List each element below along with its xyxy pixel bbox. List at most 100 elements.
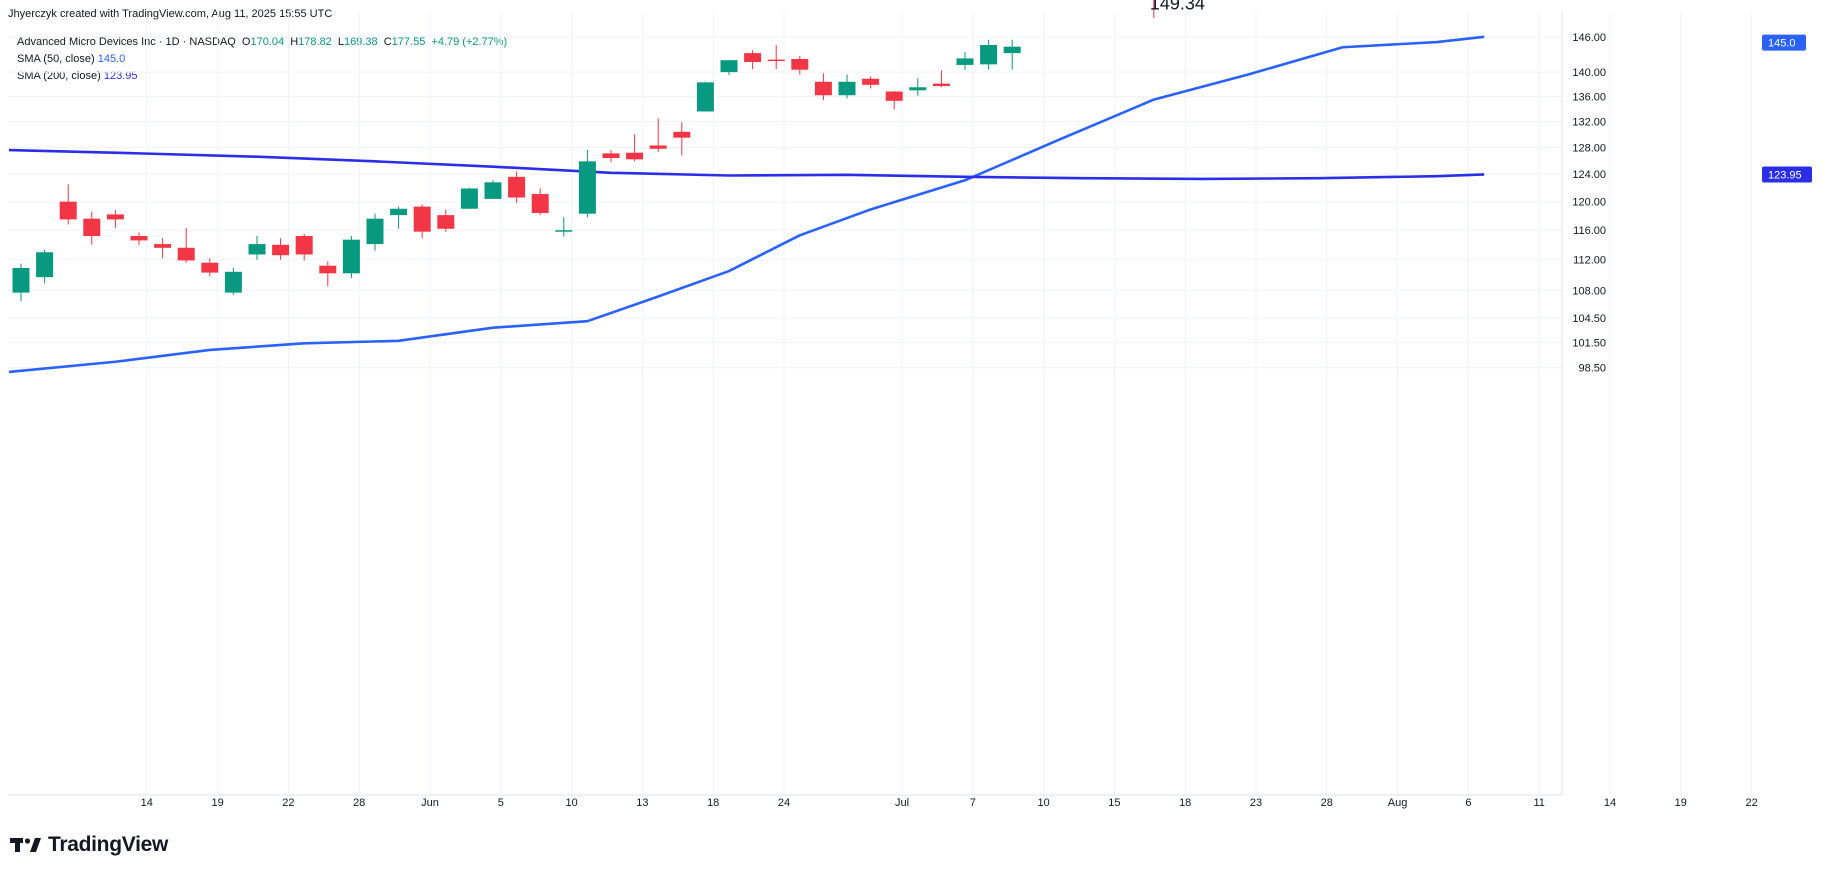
price-tick-label: 124.00 (1572, 169, 1606, 181)
candle (177, 228, 195, 263)
open-value: 170.04 (250, 36, 285, 48)
candle-body (319, 265, 337, 274)
price-tick-label: 136.00 (1572, 91, 1606, 103)
candle (342, 236, 360, 278)
candle (767, 44, 785, 70)
time-tick-label: 10 (565, 797, 577, 809)
candle-body (791, 59, 809, 70)
candle (814, 73, 832, 101)
candle-body (814, 81, 832, 96)
candle (531, 188, 549, 216)
sma200-line (8, 148, 1485, 181)
sma50-label: SMA (50, close) (17, 53, 95, 65)
time-tick-label: 28 (353, 797, 365, 809)
grid (8, 12, 1753, 795)
legend-sma50[interactable]: SMA (50, close) 145.0 (17, 51, 507, 68)
time-tick-label: 11 (1533, 797, 1544, 809)
high-label: H (290, 36, 299, 48)
price-axis[interactable]: 98.50 101.50 104.50 108.00 112.00 116.00 120.0… (1561, 12, 1606, 795)
candle-body (673, 131, 691, 138)
candle (154, 238, 172, 259)
legend-ohlc: Advanced Micro Devices Inc · 1D · NASDAQ… (17, 34, 507, 51)
candle (201, 258, 219, 277)
time-tick-label: Aug (1388, 797, 1408, 809)
legend: Advanced Micro Devices Inc · 1D · NASDAQ… (17, 34, 507, 85)
chart-credit: Jhyerczyk created with TradingView.com, … (8, 8, 333, 20)
candle-body (838, 81, 856, 96)
candle (413, 204, 431, 239)
candle-body (83, 218, 101, 237)
high-value: 178.82 (298, 36, 332, 48)
candle (59, 184, 77, 225)
legend-sma200[interactable]: SMA (200, close) 123.95 (17, 68, 507, 85)
candle (744, 50, 762, 70)
candle-body (413, 206, 431, 232)
sma200-tag-value: 123.95 (1768, 169, 1802, 181)
candle (437, 209, 455, 232)
candle-body (12, 268, 30, 293)
candle-body (626, 152, 644, 160)
time-tick-label: 6 (1465, 797, 1471, 809)
price-tick-label: 132.00 (1572, 117, 1606, 129)
candle-body (106, 214, 124, 220)
candle-body (154, 244, 172, 248)
candle-body (342, 239, 360, 274)
price-tick-label: 112.00 (1573, 255, 1606, 267)
candle (956, 51, 974, 70)
close-label: C (383, 36, 392, 48)
sma200-label: SMA (200, close) (17, 70, 101, 82)
time-tick-label: 19 (211, 797, 223, 809)
time-tick-label: 22 (282, 797, 294, 809)
candle (555, 217, 573, 237)
candle (1153, 0, 1155, 19)
candle-body (956, 58, 974, 65)
candle (980, 39, 998, 70)
tradingview-logo[interactable]: TradingView (10, 833, 168, 857)
brand-name: TradingView (48, 833, 169, 856)
candle-body (602, 153, 620, 159)
candle (578, 150, 596, 218)
candle (272, 238, 290, 260)
price-tick-label: 116.00 (1573, 225, 1606, 237)
candle-body (248, 244, 266, 255)
candle (319, 261, 337, 287)
candle-body (767, 59, 785, 62)
sma-lines (8, 35, 1485, 374)
candle (106, 210, 124, 229)
candle (909, 78, 927, 96)
sma200-tag (1762, 166, 1812, 183)
candles (12, 0, 1155, 302)
sma200-value: 123.95 (103, 70, 138, 82)
time-tick-label: Jul (895, 797, 909, 809)
candle (460, 187, 478, 209)
candle-body (744, 53, 762, 62)
candle (390, 206, 408, 229)
candle-body (578, 161, 596, 214)
candle-body (295, 236, 313, 255)
time-axis[interactable]: 14 19 22 28 Jun 5 10 13 18 24 Jul 7 10 15 18 23 28 Aug 6 11… (8, 794, 1758, 809)
candle (885, 90, 903, 110)
tradingview-logo-icon (10, 838, 41, 852)
candle-body (720, 60, 738, 73)
candle-body (932, 83, 950, 87)
price-tick-label: 140.00 (1572, 67, 1606, 79)
time-tick-label: 10 (1037, 797, 1049, 809)
low-label: L (337, 36, 344, 48)
candle-body (508, 176, 526, 198)
candle (248, 236, 266, 260)
candle-body (980, 44, 998, 65)
candle (130, 232, 148, 245)
candle (696, 81, 714, 112)
candle-body (1003, 46, 1021, 54)
candle-body (224, 271, 242, 293)
sma50-value: 145.0 (97, 53, 126, 65)
candle (932, 70, 950, 88)
candle (83, 211, 101, 245)
time-tick-label: 24 (778, 797, 790, 809)
candle (366, 213, 384, 251)
candle-body (885, 91, 903, 101)
time-tick-label: 14 (1604, 797, 1616, 809)
time-tick-label: 18 (1179, 797, 1191, 809)
time-tick-label: 14 (141, 797, 153, 809)
